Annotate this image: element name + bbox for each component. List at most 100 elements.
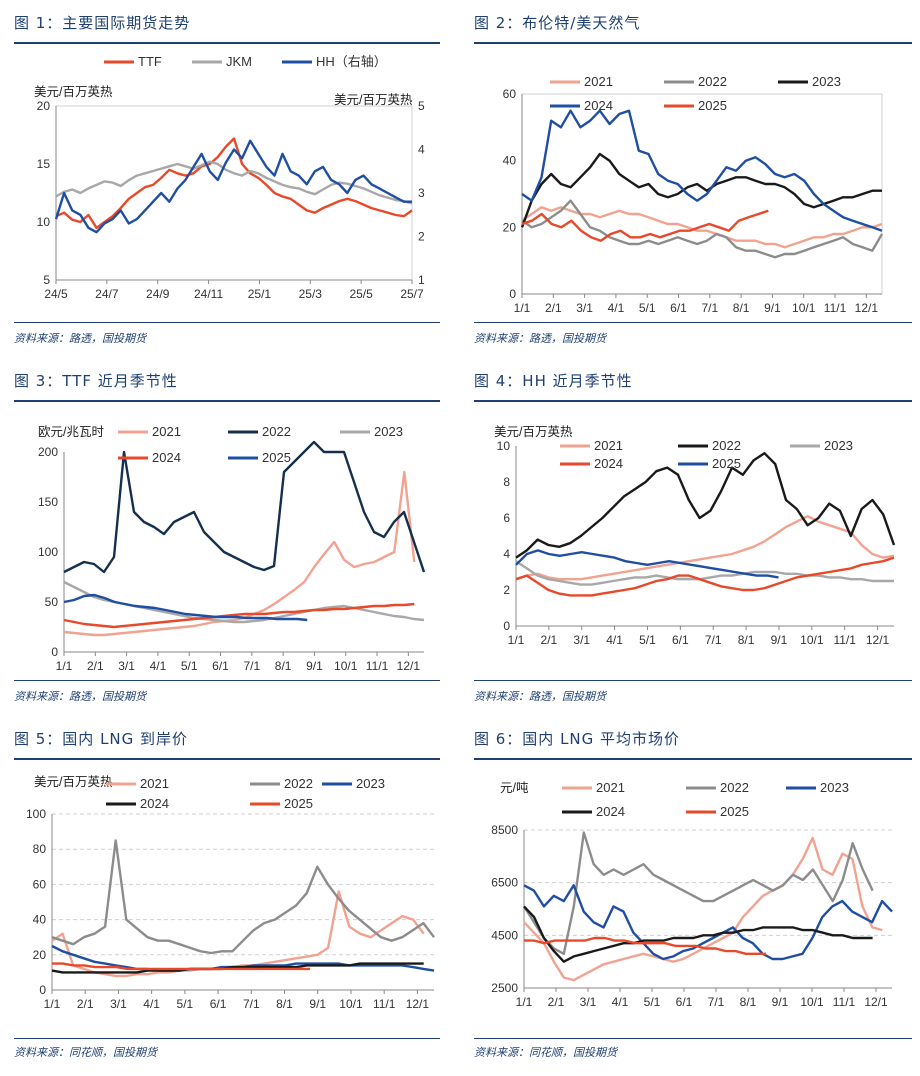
y-unit-label: 美元/百万英热 — [34, 85, 113, 99]
x-tick-label: 2/1 — [548, 995, 565, 1009]
y-right-tick-label: 2 — [418, 230, 425, 244]
legend-label: 2021 — [140, 776, 169, 791]
legend-label: 2022 — [698, 74, 727, 89]
y-tick-label: 50 — [45, 595, 59, 609]
x-tick-label: 7/1 — [243, 997, 260, 1011]
x-tick-label: 11/1 — [366, 659, 389, 673]
y-tick-label: 20 — [503, 220, 517, 234]
series-line-4 — [63, 593, 308, 622]
y-unit-label: 美元/百万英热 — [494, 425, 573, 439]
x-tick-label: 1/1 — [514, 301, 531, 315]
x-tick-label: 25/1 — [248, 287, 272, 301]
y-tick-label: 40 — [33, 913, 47, 927]
legend-label: 2023 — [812, 74, 841, 89]
figure-title: 图 2：布伦特/美天然气 — [474, 14, 641, 32]
y-tick-label: 4 — [503, 547, 510, 561]
series-line-4 — [515, 549, 779, 579]
x-tick-label: 7/1 — [243, 659, 260, 673]
legend-label: 2021 — [584, 74, 613, 89]
x-tick-label: 9/1 — [771, 633, 788, 647]
x-tick-label: 11/1 — [373, 997, 396, 1011]
legend-label: 2021 — [596, 780, 625, 795]
legend-label: 2021 — [152, 424, 181, 439]
x-tick-label: 2/1 — [545, 301, 562, 315]
x-tick-label: 24/7 — [95, 287, 119, 301]
y-tick-label: 20 — [37, 99, 51, 113]
legend-label: HH（右轴） — [316, 54, 387, 69]
legend-label: 2022 — [712, 438, 741, 453]
figure-title: 图 1：主要国际期货走势 — [14, 14, 191, 32]
legend-label: 2025 — [284, 796, 313, 811]
title-rule — [474, 758, 912, 760]
title-rule — [14, 400, 440, 402]
x-tick-label: 1/1 — [56, 659, 73, 673]
x-tick-label: 6/1 — [212, 659, 229, 673]
x-tick-label: 9/1 — [306, 659, 323, 673]
x-tick-label: 7/1 — [705, 633, 722, 647]
y-unit-label: 元/吨 — [500, 781, 529, 795]
x-tick-label: 25/5 — [349, 287, 373, 301]
y-tick-label: 10 — [497, 439, 511, 453]
x-tick-label: 3/1 — [573, 633, 590, 647]
y-tick-label: 60 — [503, 87, 517, 101]
x-tick-label: 5/1 — [639, 633, 656, 647]
x-tick-label: 11/1 — [824, 301, 847, 315]
figure-title: 图 4：HH 近月季节性 — [474, 372, 633, 390]
y-tick-label: 5 — [43, 273, 50, 287]
chart-svg: 0 20 40 60 80 100 1/1 2/1 3/1 4/1 5/1 6/1 7/1 8/1 9/1 1… — [26, 775, 435, 1011]
source-rule — [14, 322, 440, 323]
x-tick-label: 4/1 — [143, 997, 160, 1011]
title-rule — [474, 400, 912, 402]
x-tick-label: 2/1 — [77, 997, 94, 1011]
y-tick-label: 8 — [503, 475, 510, 489]
legend-label: 2025 — [712, 456, 741, 471]
y-tick-label: 2500 — [491, 981, 518, 995]
y-right-tick-label: 4 — [418, 143, 425, 157]
y-tick-label: 80 — [33, 842, 47, 856]
series-line-3 — [63, 602, 415, 629]
x-tick-label: 4/1 — [612, 995, 629, 1009]
legend-label: 2023 — [824, 438, 853, 453]
figure-title: 图 5：国内 LNG 到岸价 — [14, 730, 189, 748]
series-line-2 — [54, 139, 412, 234]
x-tick-label: 5/1 — [639, 301, 656, 315]
legend-label: 2024 — [152, 450, 181, 465]
x-tick-label: 1/1 — [516, 995, 533, 1009]
y-tick-label: 0 — [503, 619, 510, 633]
legend-label: 2022 — [284, 776, 313, 791]
y-right-unit-label: 美元/百万英热 — [334, 93, 413, 107]
x-tick-label: 4/1 — [608, 301, 625, 315]
panel-fig3: 图 3：TTF 近月季节性 0 50 100 150 200 1/1 2/1 3/1 4/1 5/… — [14, 370, 440, 705]
y-tick-label: 6 — [503, 511, 510, 525]
x-tick-label: 4/1 — [606, 633, 623, 647]
legend-label: 2025 — [698, 98, 727, 113]
x-tick-label: 3/1 — [576, 301, 593, 315]
x-tick-label: 11/1 — [833, 633, 856, 647]
x-tick-label: 9/1 — [772, 995, 789, 1009]
x-tick-label: 24/11 — [194, 287, 223, 301]
series-line-0 — [55, 137, 413, 230]
x-tick-label: 7/1 — [701, 301, 718, 315]
x-tick-label: 6/1 — [210, 997, 227, 1011]
chart-svg: 0 2 4 6 8 10 1/1 2/1 3/1 4/1 5/1 6/1 7/1 8/1 9/1 10/1 11… — [494, 425, 896, 647]
x-tick-label: 2/1 — [541, 633, 558, 647]
y-unit-label: 欧元/兆瓦时 — [38, 425, 104, 439]
x-tick-label: 3/1 — [580, 995, 597, 1009]
series-line-1 — [63, 440, 426, 574]
series-line-3 — [521, 109, 883, 232]
y-right-tick-label: 5 — [418, 99, 425, 113]
y-tick-label: 100 — [38, 545, 58, 559]
x-tick-label: 10/1 — [800, 995, 824, 1009]
y-tick-label: 60 — [33, 877, 47, 891]
x-tick-label: 10/1 — [334, 659, 358, 673]
source-rule — [474, 680, 912, 681]
series-line-3 — [515, 556, 895, 597]
chart-svg: 2500 4500 6500 8500 1/1 2/1 3/1 4/1 5/1 6/1 7/1 8/1… — [491, 780, 893, 1009]
legend-label: 2024 — [140, 796, 169, 811]
legend-label: 2025 — [720, 804, 749, 819]
legend-label: 2024 — [584, 98, 613, 113]
series-line-0 — [515, 514, 895, 581]
source-note: 资料来源：路透，国投期货 — [474, 332, 606, 345]
legend-label: 2022 — [262, 424, 291, 439]
x-tick-label: 9/1 — [764, 301, 781, 315]
